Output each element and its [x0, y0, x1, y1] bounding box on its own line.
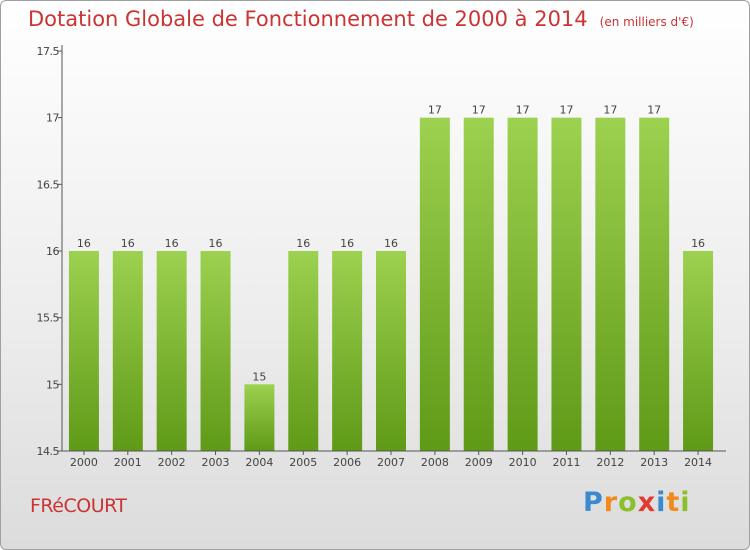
bar-2001 — [112, 251, 143, 451]
y-tick-label-0: 14.5 — [37, 445, 60, 458]
x-tick-label-2006: 2006 — [333, 456, 361, 469]
bar-2004 — [244, 384, 275, 451]
x-tick-label-2001: 2001 — [114, 456, 142, 469]
data-label-2011: 17 — [559, 104, 573, 117]
data-label-2000: 16 — [77, 237, 91, 250]
axes-group: 2000 2001 2002 2003 2004 2005 2006 2007 2008 2009… — [37, 45, 726, 469]
x-tick-label-2014: 2014 — [684, 456, 712, 469]
title-unit: (en milliers d'€) — [599, 15, 694, 29]
data-label-2009: 17 — [472, 104, 486, 117]
data-label-2004: 15 — [252, 370, 266, 383]
x-tick-label-2005: 2005 — [289, 456, 317, 469]
commune-name: FRéCOURT — [30, 495, 127, 517]
data-label-2014: 16 — [691, 237, 705, 250]
x-tick-label-2003: 2003 — [202, 456, 230, 469]
bar-2014 — [683, 251, 714, 451]
bar-2005 — [288, 251, 319, 451]
data-label-2003: 16 — [209, 237, 223, 250]
x-tick-label-2012: 2012 — [596, 456, 624, 469]
x-tick-label-2011: 2011 — [552, 456, 580, 469]
logo-letter: r — [603, 487, 619, 518]
data-label-2002: 16 — [165, 237, 179, 250]
logo-letter: i — [680, 487, 691, 518]
proxiti-logo[interactable]: Proxiti — [583, 487, 691, 518]
y-tick-label-5: 17 — [46, 112, 59, 125]
bar-2013 — [639, 117, 670, 452]
data-label-2013: 17 — [647, 104, 661, 117]
x-tick-label-2010: 2010 — [509, 456, 537, 469]
y-tick-label-3: 16 — [46, 245, 59, 258]
bars-group: 16 16 16 16 15 16 16 16 17 17 17 17 17 17 16 — [68, 104, 714, 452]
data-label-2010: 17 — [516, 104, 530, 117]
x-tick-label-2004: 2004 — [245, 456, 273, 469]
bar-2009 — [463, 117, 494, 452]
y-tick-label-1: 15 — [46, 378, 59, 391]
data-label-2008: 17 — [428, 104, 442, 117]
bar-2011 — [551, 117, 582, 452]
data-label-2012: 17 — [603, 104, 617, 117]
bar-2000 — [68, 251, 99, 451]
x-tick-label-2013: 2013 — [640, 456, 668, 469]
x-tick-label-2009: 2009 — [465, 456, 493, 469]
logo-letter: t — [666, 487, 681, 518]
y-tick-label-4: 16.5 — [37, 178, 60, 191]
data-label-2007: 16 — [384, 237, 398, 250]
data-label-2005: 16 — [296, 237, 310, 250]
bar-2003 — [200, 251, 231, 451]
chart-title: Dotation Globale de Fonctionnement de 20… — [28, 7, 694, 31]
bar-2002 — [156, 251, 187, 451]
logo-letter: o — [618, 487, 638, 518]
logo-letter: i — [656, 487, 667, 518]
x-tick-label-2000: 2000 — [70, 456, 98, 469]
logo-letter: P — [583, 487, 604, 518]
y-tick-label-6: 17.5 — [37, 45, 60, 58]
y-tick-label-2: 15.5 — [37, 312, 60, 325]
bar-2012 — [595, 117, 626, 452]
logo-letter: x — [637, 487, 657, 518]
bar-2006 — [332, 251, 363, 451]
bar-2010 — [507, 117, 538, 452]
x-tick-label-2002: 2002 — [158, 456, 186, 469]
bar-2008 — [419, 117, 450, 452]
data-label-2001: 16 — [121, 237, 135, 250]
data-label-2006: 16 — [340, 237, 354, 250]
title-text: Dotation Globale de Fonctionnement de 20… — [28, 7, 588, 31]
bar-2007 — [376, 251, 406, 451]
x-tick-label-2008: 2008 — [421, 456, 449, 469]
x-tick-label-2007: 2007 — [377, 456, 405, 469]
